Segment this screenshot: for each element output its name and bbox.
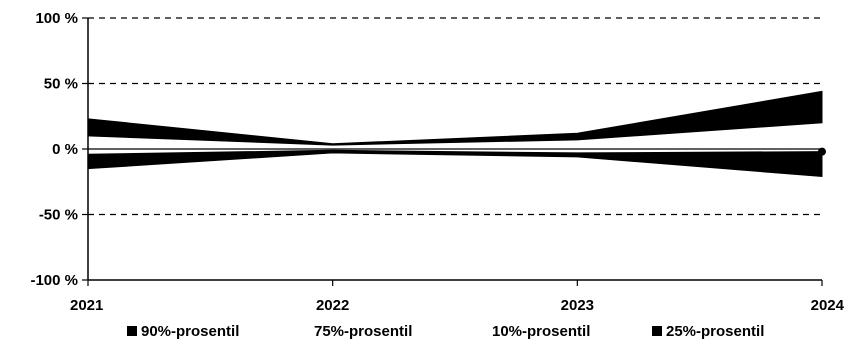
band-0: [87, 90, 823, 146]
y-axis-tick-labels: 100 % 50 % 0 % -50 % -100 %: [30, 10, 78, 289]
legend-label-1: 75%-prosentil: [314, 323, 412, 340]
grid-lines: [88, 17, 822, 216]
legend-marker-0: [127, 326, 137, 336]
y-tick-label-2: 0 %: [52, 141, 78, 158]
y-tick-label-3: -50 %: [39, 207, 78, 224]
x-tick-label-3: 2024: [811, 297, 845, 314]
x-tick-label-2: 2023: [561, 297, 594, 314]
legend-marker-3: [652, 326, 662, 336]
band-end-marker: [818, 147, 826, 156]
legend: 90%-prosentil 75%-prosentil 10%-prosentil 2…: [127, 323, 764, 340]
legend-label-2: 10%-prosentil: [492, 323, 590, 340]
y-tick-label-1: 50 %: [44, 76, 78, 93]
y-tick-label-0: 100 %: [35, 10, 78, 27]
x-tick-label-1: 2022: [316, 297, 349, 314]
axes: [82, 17, 823, 286]
chart-bands: [87, 90, 826, 178]
legend-label-0: 90%-prosentil: [141, 323, 239, 340]
x-axis-tick-labels: 2021 2022 2023 2024: [70, 297, 845, 314]
band-1: [87, 149, 823, 178]
y-tick-label-4: -100 %: [30, 272, 78, 289]
x-tick-label-0: 2021: [70, 297, 103, 314]
legend-label-3: 25%-prosentil: [666, 323, 764, 340]
